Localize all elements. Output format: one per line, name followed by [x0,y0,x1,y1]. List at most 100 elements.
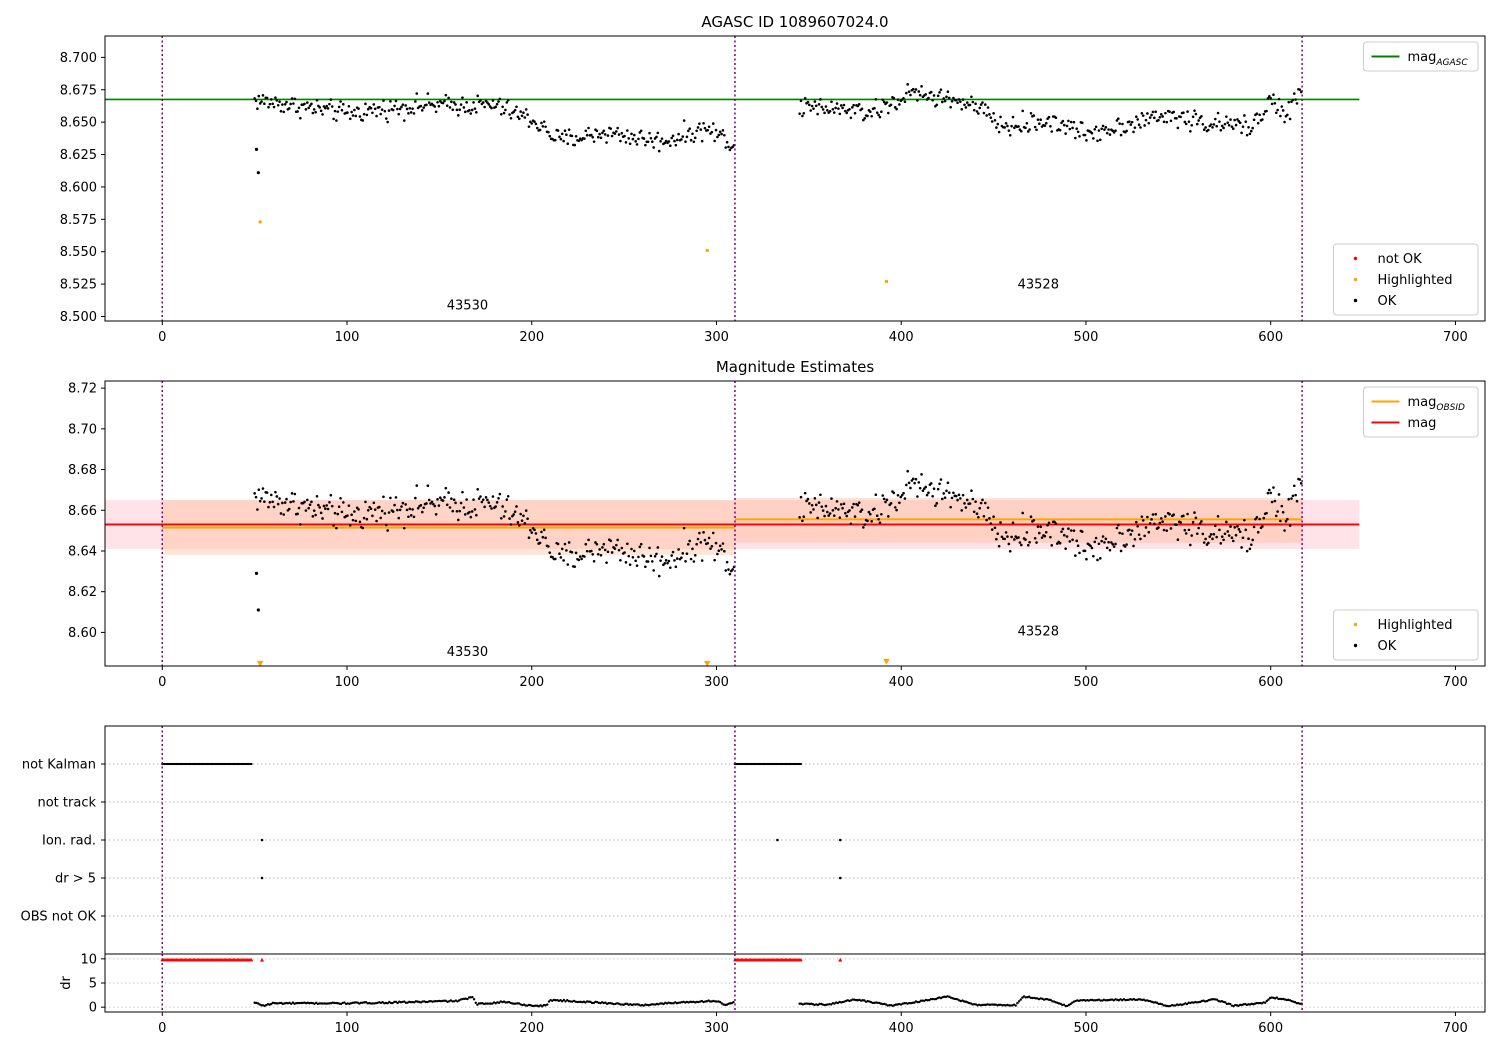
dr-axis-label: dr [59,976,74,990]
x-tick-label: 0 [158,675,166,690]
ok-point [260,100,263,103]
x-tick-label: 700 [1443,1021,1468,1036]
ok-point [914,477,918,481]
ok-point [892,96,896,100]
ok-point [535,538,539,542]
dr-point [476,1003,479,1006]
flag-point [260,876,264,880]
ok-point [1062,123,1066,127]
ok-point [256,107,259,111]
ok-point [542,528,546,532]
ok-point [881,98,885,102]
ok-point [308,503,312,507]
flag-label: Ion. rad. [42,834,96,849]
ok-point [1194,516,1198,520]
ok-point [1143,534,1146,538]
ok-point [1013,538,1016,541]
ok-point [716,552,719,556]
ok-point [384,117,388,120]
ok-point [816,112,819,116]
ok-point [279,109,283,113]
ok-point [1226,121,1230,124]
ok-point [663,562,667,565]
ok-point [463,110,467,114]
ok-point [1291,494,1295,498]
ok-point [842,103,846,107]
ok-point [315,494,319,498]
panel-frame [104,35,1486,322]
ok-point [427,101,431,104]
ok-point [1216,515,1220,518]
ok-point [675,557,679,560]
ok-point [501,105,504,109]
ok-point [481,101,485,104]
ok-point [835,102,839,105]
ok-point [863,523,867,526]
ok-point [841,106,844,110]
ok-point [831,509,835,512]
ok-point [1241,125,1245,128]
ok-point [805,499,808,503]
ok-point [711,531,715,535]
ok-point [573,143,576,147]
ok-point [515,505,518,508]
ok-point [495,102,499,106]
ok-point [448,506,452,509]
ok-point [1110,541,1113,544]
dr-point [564,1000,567,1003]
ok-point [873,507,876,511]
ok-point [483,505,486,509]
ok-point [656,546,660,549]
ok-point [902,97,905,100]
ok-point [307,506,310,510]
ok-point [1237,528,1241,531]
ok-point [1062,533,1066,537]
ok-point [975,110,979,113]
flag-point [838,838,842,842]
ok-point [1078,135,1081,138]
dr-point [489,1002,492,1005]
ok-point [364,102,367,106]
ok-point [540,121,543,125]
dr-point [1275,996,1279,999]
ok-point [1111,542,1115,546]
ok-point [1108,548,1112,552]
ok-point [852,103,855,107]
ok-point [542,120,546,123]
x-tick-label: 100 [335,675,360,690]
ok-point [1261,525,1264,528]
ok-point [970,95,973,99]
ok-point [583,137,586,140]
ok-point [258,102,262,105]
y-tick-label: 10 [80,952,97,967]
ok-point [649,554,653,558]
ok-point [698,122,701,125]
ok-point [838,516,842,519]
ok-point [899,495,903,499]
ok-point [1072,120,1076,124]
ok-point [1219,542,1223,545]
ok-point [373,508,377,511]
dr-point [434,1000,438,1003]
ok-point [982,514,986,518]
ok-point [684,560,687,563]
ok-point [1184,122,1188,126]
ok-point [1025,531,1029,534]
ok-point [819,98,822,101]
ok-point [931,494,934,498]
ok-point [945,489,948,493]
x-tick-label: 500 [1074,330,1099,345]
ok-point [649,136,653,140]
highlighted-point [883,658,890,665]
x-tick-label: 200 [519,330,544,345]
ok-point [405,508,409,512]
dr-clipped-point [260,957,265,962]
ok-point [1281,109,1285,112]
ok-point [1200,520,1203,523]
ok-point [404,503,407,506]
ok-point [469,112,473,115]
ok-point [544,536,547,540]
ok-point [1147,121,1151,125]
ok-point [717,549,721,553]
ok-point [1158,521,1162,525]
